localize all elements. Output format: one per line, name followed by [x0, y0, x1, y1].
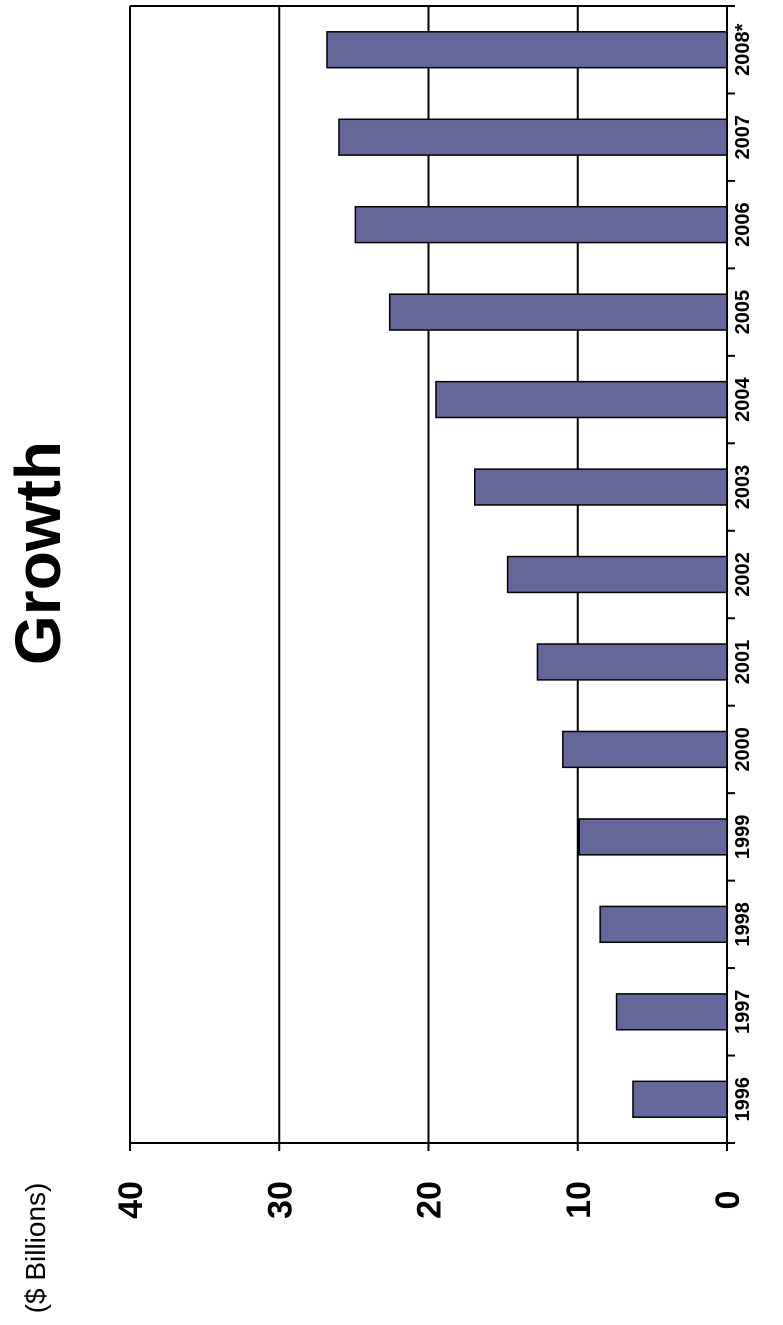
unit-label: ($ Billions)	[20, 1183, 51, 1314]
chart-title: Growth	[2, 441, 74, 665]
category-label-1996: 1996	[732, 1077, 754, 1122]
value-label-10: 10	[560, 1181, 598, 1219]
bar-2000	[562, 730, 728, 769]
category-label-2001: 2001	[732, 640, 754, 685]
bar-2006	[354, 205, 728, 244]
bar-2002	[506, 555, 728, 594]
category-label-1998: 1998	[732, 902, 754, 947]
value-label-30: 30	[261, 1181, 299, 1219]
category-label-2004: 2004	[732, 376, 754, 421]
category-label-2000: 2000	[732, 727, 754, 772]
bar-2005	[388, 293, 728, 331]
bar-1998	[599, 905, 728, 944]
bar-2001	[536, 643, 728, 681]
category-label-2003: 2003	[732, 465, 754, 510]
bar-2007	[338, 118, 728, 156]
category-label-2007: 2007	[732, 115, 754, 160]
category-label-2005: 2005	[732, 290, 754, 335]
bar-2004	[435, 380, 728, 419]
label-layer: 1996 1997 1998 1999 2000 2001 2002 2003 2004 2005…	[2, 23, 754, 1313]
category-label-2002: 2002	[732, 552, 754, 597]
bar-1997	[615, 993, 728, 1031]
category-label-1999: 1999	[732, 815, 754, 860]
bar-2008-est	[326, 31, 728, 69]
value-label-0: 0	[709, 1191, 747, 1210]
bar-1996	[632, 1080, 728, 1118]
category-label-2008-est: 2008*	[732, 23, 754, 75]
bar-1999	[578, 818, 728, 856]
category-label-2006: 2006	[732, 202, 754, 247]
bar-2003	[474, 468, 728, 506]
value-label-20: 20	[411, 1181, 449, 1219]
value-label-40: 40	[112, 1181, 150, 1219]
plot-area	[129, 5, 735, 1151]
category-label-1997: 1997	[732, 990, 754, 1034]
